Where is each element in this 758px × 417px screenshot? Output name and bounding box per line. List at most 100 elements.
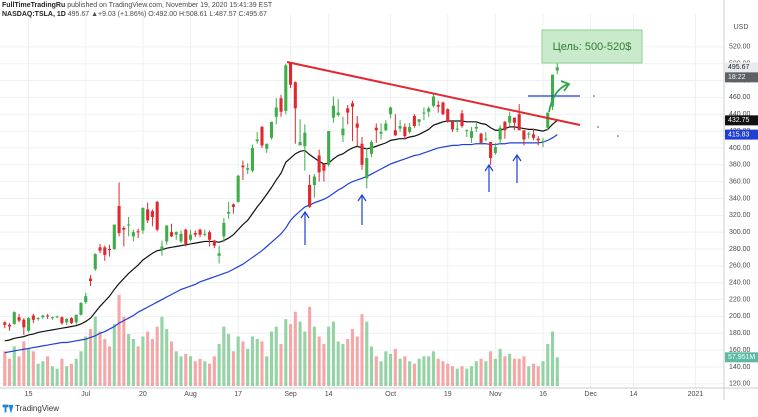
candle-body bbox=[531, 134, 536, 138]
y-tick-label: 300.00 bbox=[729, 229, 751, 236]
volume-bar bbox=[317, 336, 321, 386]
candle-body bbox=[117, 206, 121, 234]
volume-bar bbox=[327, 326, 331, 386]
volume-bar bbox=[393, 348, 397, 386]
volume-bar bbox=[303, 331, 307, 386]
volume-bar bbox=[69, 363, 73, 386]
candle-body bbox=[427, 108, 431, 112]
volume-tag: 57.951M bbox=[728, 354, 755, 361]
volume-bar bbox=[484, 361, 488, 386]
volume-bar bbox=[360, 314, 364, 386]
candle-body bbox=[346, 108, 350, 113]
candle-body bbox=[193, 233, 197, 235]
volume-bar bbox=[160, 316, 164, 386]
candle-body bbox=[250, 147, 254, 171]
candle-body bbox=[88, 278, 93, 282]
candle-body bbox=[331, 105, 335, 118]
volume-bar bbox=[308, 306, 312, 386]
volume-bar bbox=[369, 346, 374, 386]
volume-bar bbox=[422, 356, 426, 386]
dot bbox=[617, 135, 619, 137]
volume-tag-bg bbox=[725, 352, 758, 363]
candle-body bbox=[127, 224, 131, 226]
dot bbox=[597, 126, 599, 128]
x-tick-label: 15 bbox=[25, 391, 33, 398]
symbol-line: NASDAQ:TSLA, 1D 495.67 ▲+9.03 (+1.86%) O… bbox=[2, 11, 267, 18]
volume-bar bbox=[155, 326, 159, 386]
candle-body bbox=[303, 132, 307, 147]
y-tick-label: 460.00 bbox=[729, 94, 751, 101]
volume-bar bbox=[384, 351, 388, 386]
volume-bar bbox=[46, 356, 50, 386]
candle-body bbox=[403, 126, 407, 137]
volume-bar bbox=[55, 368, 59, 386]
candle-body bbox=[450, 121, 455, 130]
volume-bar bbox=[427, 356, 431, 386]
volume-bar bbox=[17, 356, 21, 386]
x-tick-label: Sep bbox=[284, 391, 297, 398]
last-price: 495.67 bbox=[728, 64, 750, 71]
volume-bar bbox=[7, 358, 12, 386]
volume-bar bbox=[379, 361, 383, 386]
volume-bar bbox=[536, 366, 540, 386]
volume-bar bbox=[265, 356, 269, 386]
volume-bar bbox=[474, 361, 478, 386]
x-tick-label: 14 bbox=[630, 391, 638, 398]
volume-bar bbox=[231, 351, 235, 386]
candle-body bbox=[522, 130, 526, 140]
candle-body bbox=[122, 227, 126, 230]
moving-average bbox=[4, 134, 558, 354]
ma-price-bg bbox=[725, 115, 758, 126]
volume-bar bbox=[541, 361, 545, 386]
candle-body bbox=[265, 143, 269, 149]
volume-bar bbox=[284, 319, 288, 386]
price-tags: 495.67 18:22 432.75 415.83 57.951M bbox=[725, 62, 758, 363]
candle-body bbox=[217, 253, 221, 256]
candle-body bbox=[108, 249, 112, 251]
candle-body bbox=[550, 74, 555, 107]
volume-bar bbox=[465, 368, 469, 386]
candle-body bbox=[474, 126, 478, 129]
volume-bar bbox=[179, 356, 183, 386]
logo bbox=[2, 404, 14, 414]
x-tick-label: 14 bbox=[325, 391, 333, 398]
candle-body bbox=[446, 109, 450, 122]
candle-body bbox=[50, 317, 54, 319]
volume-bar bbox=[22, 341, 26, 386]
volume-bar bbox=[27, 348, 31, 386]
volume-bar bbox=[417, 358, 421, 386]
volume-bar bbox=[279, 343, 283, 386]
volume-bar bbox=[489, 351, 493, 386]
candle-body bbox=[384, 123, 388, 131]
candle-body bbox=[231, 204, 235, 207]
volume-bar bbox=[446, 363, 450, 386]
volume-bar bbox=[374, 356, 378, 386]
x-tick-label: Aug bbox=[184, 391, 197, 398]
x-tick-label: Dec bbox=[584, 391, 597, 398]
ma-price: 415.83 bbox=[728, 131, 750, 138]
volume-bar bbox=[79, 351, 83, 386]
x-tick-label: 19 bbox=[444, 391, 452, 398]
volume-bar bbox=[36, 363, 40, 386]
volume-bar bbox=[50, 366, 54, 386]
volume-bar bbox=[355, 336, 359, 386]
y-tick-label: 220.00 bbox=[729, 296, 751, 303]
candle-body bbox=[493, 147, 497, 153]
volume-bar bbox=[512, 358, 516, 386]
volume-bar bbox=[88, 329, 93, 386]
candle-body bbox=[160, 246, 164, 250]
volume-bar bbox=[331, 321, 335, 386]
moving-average bbox=[4, 119, 558, 342]
candle-body bbox=[146, 209, 150, 221]
candle-body bbox=[260, 126, 264, 146]
y-tick-label: 520.00 bbox=[729, 44, 751, 51]
volume-bar bbox=[150, 338, 154, 386]
candle-body bbox=[36, 318, 40, 320]
volume-bar bbox=[450, 366, 455, 386]
y-tick-label: 280.00 bbox=[729, 246, 751, 253]
candle-body bbox=[293, 82, 297, 109]
y-tick-label: 260.00 bbox=[729, 263, 751, 270]
volume-bar bbox=[255, 338, 259, 386]
